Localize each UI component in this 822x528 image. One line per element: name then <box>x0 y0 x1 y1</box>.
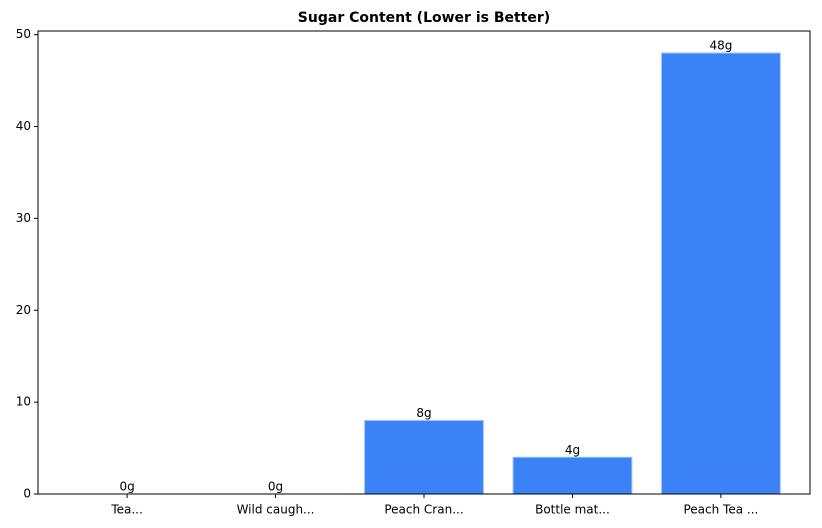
bar <box>661 52 781 495</box>
bar <box>512 456 633 495</box>
value-label: 4g <box>565 443 580 457</box>
x-tick-label: Peach Tea ... <box>683 503 758 517</box>
y-tick-label: 0 <box>23 487 31 501</box>
bar <box>364 420 484 495</box>
plot-frame <box>37 30 811 495</box>
y-tick-label: 50 <box>16 27 31 41</box>
value-label: 0g <box>119 480 134 494</box>
y-tick-label: 10 <box>16 395 31 409</box>
x-tick-label: Tea... <box>110 503 142 517</box>
x-tick-label: Peach Cran... <box>384 503 463 517</box>
y-tick-label: 20 <box>16 303 31 317</box>
value-label: 0g <box>268 480 283 494</box>
x-tick-label: Bottle mat... <box>535 503 610 517</box>
chart-title: Sugar Content (Lower is Better) <box>298 10 550 26</box>
y-tick-label: 30 <box>16 211 31 225</box>
value-label: 48g <box>709 39 732 53</box>
value-label: 8g <box>416 406 431 420</box>
y-tick-label: 40 <box>16 119 31 133</box>
x-tick-label: Wild caugh... <box>237 503 315 517</box>
